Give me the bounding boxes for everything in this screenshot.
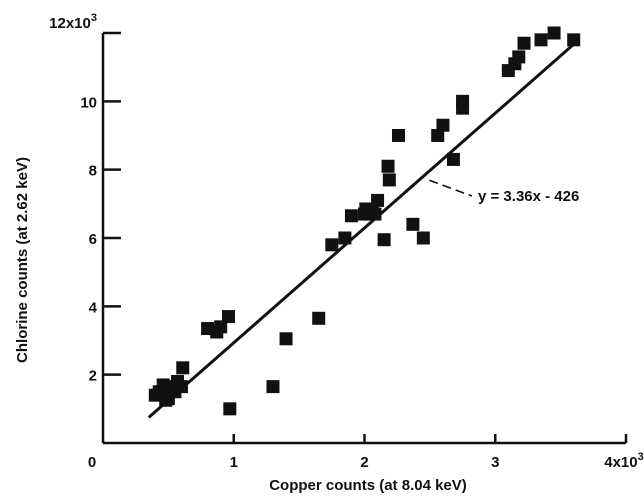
y-tick-label: 4 <box>89 299 98 316</box>
y-tick-label: 6 <box>89 231 97 248</box>
data-point <box>547 26 561 40</box>
data-point <box>344 209 358 223</box>
fit-equation-label: y = 3.36x - 426 <box>478 188 579 205</box>
data-point <box>371 193 385 207</box>
data-point <box>382 173 396 187</box>
data-point <box>436 118 450 132</box>
data-point <box>279 332 293 346</box>
data-point <box>222 310 236 324</box>
data-point <box>512 50 526 64</box>
plot-area: 0 1 2 3 2 4 6 8 10 <box>80 26 628 471</box>
data-point <box>567 33 581 47</box>
data-point <box>266 380 280 394</box>
x-tick-label: 3 <box>491 454 499 471</box>
data-point <box>456 94 470 108</box>
y-axis-title: Chlorine counts (at 2.62 keV) <box>14 157 31 363</box>
y-tick-label: 10 <box>80 94 97 111</box>
y-tick-label: 2 <box>89 368 97 385</box>
data-point <box>312 311 326 325</box>
y-ticks: 2 4 6 8 10 <box>80 31 121 385</box>
data-point <box>377 233 391 247</box>
y-tick-label: 8 <box>89 163 97 180</box>
x-ticks: 0 1 2 3 <box>88 434 628 471</box>
data-point <box>431 129 445 142</box>
x-axis-title: Copper counts (at 8.04 keV) <box>269 477 467 494</box>
data-point <box>176 361 190 375</box>
x-tick-label: 1 <box>230 454 238 471</box>
data-point <box>391 129 405 142</box>
data-point <box>534 33 548 47</box>
data-points <box>148 26 581 416</box>
data-point <box>223 402 237 416</box>
data-point <box>416 231 430 245</box>
y-axis-multiplier: 12x103 <box>49 12 97 32</box>
data-point <box>214 320 228 334</box>
data-point <box>406 217 420 231</box>
data-point <box>517 36 531 50</box>
fit-line <box>147 43 575 419</box>
equation-leader-line <box>429 179 473 197</box>
x-tick-label: 0 <box>88 454 96 471</box>
data-point <box>325 238 339 252</box>
x-tick-label: 2 <box>360 454 368 471</box>
x-axis-multiplier: 4x103 <box>604 451 644 471</box>
data-point <box>381 159 395 173</box>
data-point <box>446 152 460 166</box>
